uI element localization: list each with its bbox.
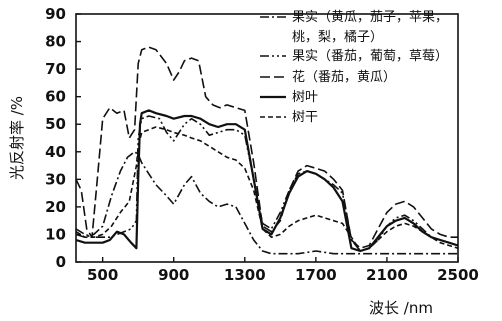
legend-entry-leaf-label: 树叶: [292, 90, 318, 105]
y-tick-label: 30: [45, 170, 66, 188]
y-tick-label: 10: [45, 225, 66, 243]
legend: 果实（黄瓜，茄子，苹果， 桃，梨，橘子） 果实（番茄，葡萄，草莓） 花（番茄，黄瓜） 树…: [260, 10, 448, 125]
y-tick-label: 90: [45, 5, 66, 23]
y-tick-label: 20: [45, 198, 66, 216]
x-tick-label: 2500: [437, 266, 479, 284]
y-tick-label: 70: [45, 60, 66, 78]
series-trunk-line: [76, 126, 458, 252]
legend-entry-flower-label: 花（番茄，黄瓜）: [292, 69, 396, 85]
x-tick-label: 900: [158, 266, 189, 284]
y-tick-label: 80: [45, 33, 66, 51]
x-tick-label: 1300: [224, 266, 266, 284]
y-tick-label: 40: [45, 143, 66, 161]
y-tick-label: 50: [45, 115, 66, 133]
x-axis-title: 波长 /nm: [369, 299, 433, 317]
legend-entry-fruit-tomato-group-label: 果实（番茄，葡萄，草莓）: [292, 49, 448, 64]
x-tick-label: 500: [87, 266, 118, 284]
x-tick-label: 1700: [295, 266, 337, 284]
series-layer: [76, 46, 458, 255]
y-tick-label: 60: [45, 88, 66, 106]
y-tick-label: 0: [56, 253, 66, 271]
x-tick-label: 2100: [366, 266, 408, 284]
legend-entry-trunk-label: 树干: [292, 110, 318, 125]
series-flower-line: [76, 46, 458, 249]
legend-entry-fruit-cucumber-group-label: 果实（黄瓜，茄子，苹果，: [292, 10, 448, 25]
legend-entry-fruit-cucumber-group-label: 桃，梨，橘子）: [292, 29, 383, 45]
axes: 0 10 20 30 40 50 60 70 80 90 500 900 1300 1700 2100 250…: [45, 5, 479, 284]
y-axis-title: 光反射率 /%: [8, 96, 26, 180]
series-leaf-line: [76, 109, 458, 253]
series-fruit-cucumber-group-line: [76, 151, 458, 255]
plot-frame: [75, 13, 459, 263]
